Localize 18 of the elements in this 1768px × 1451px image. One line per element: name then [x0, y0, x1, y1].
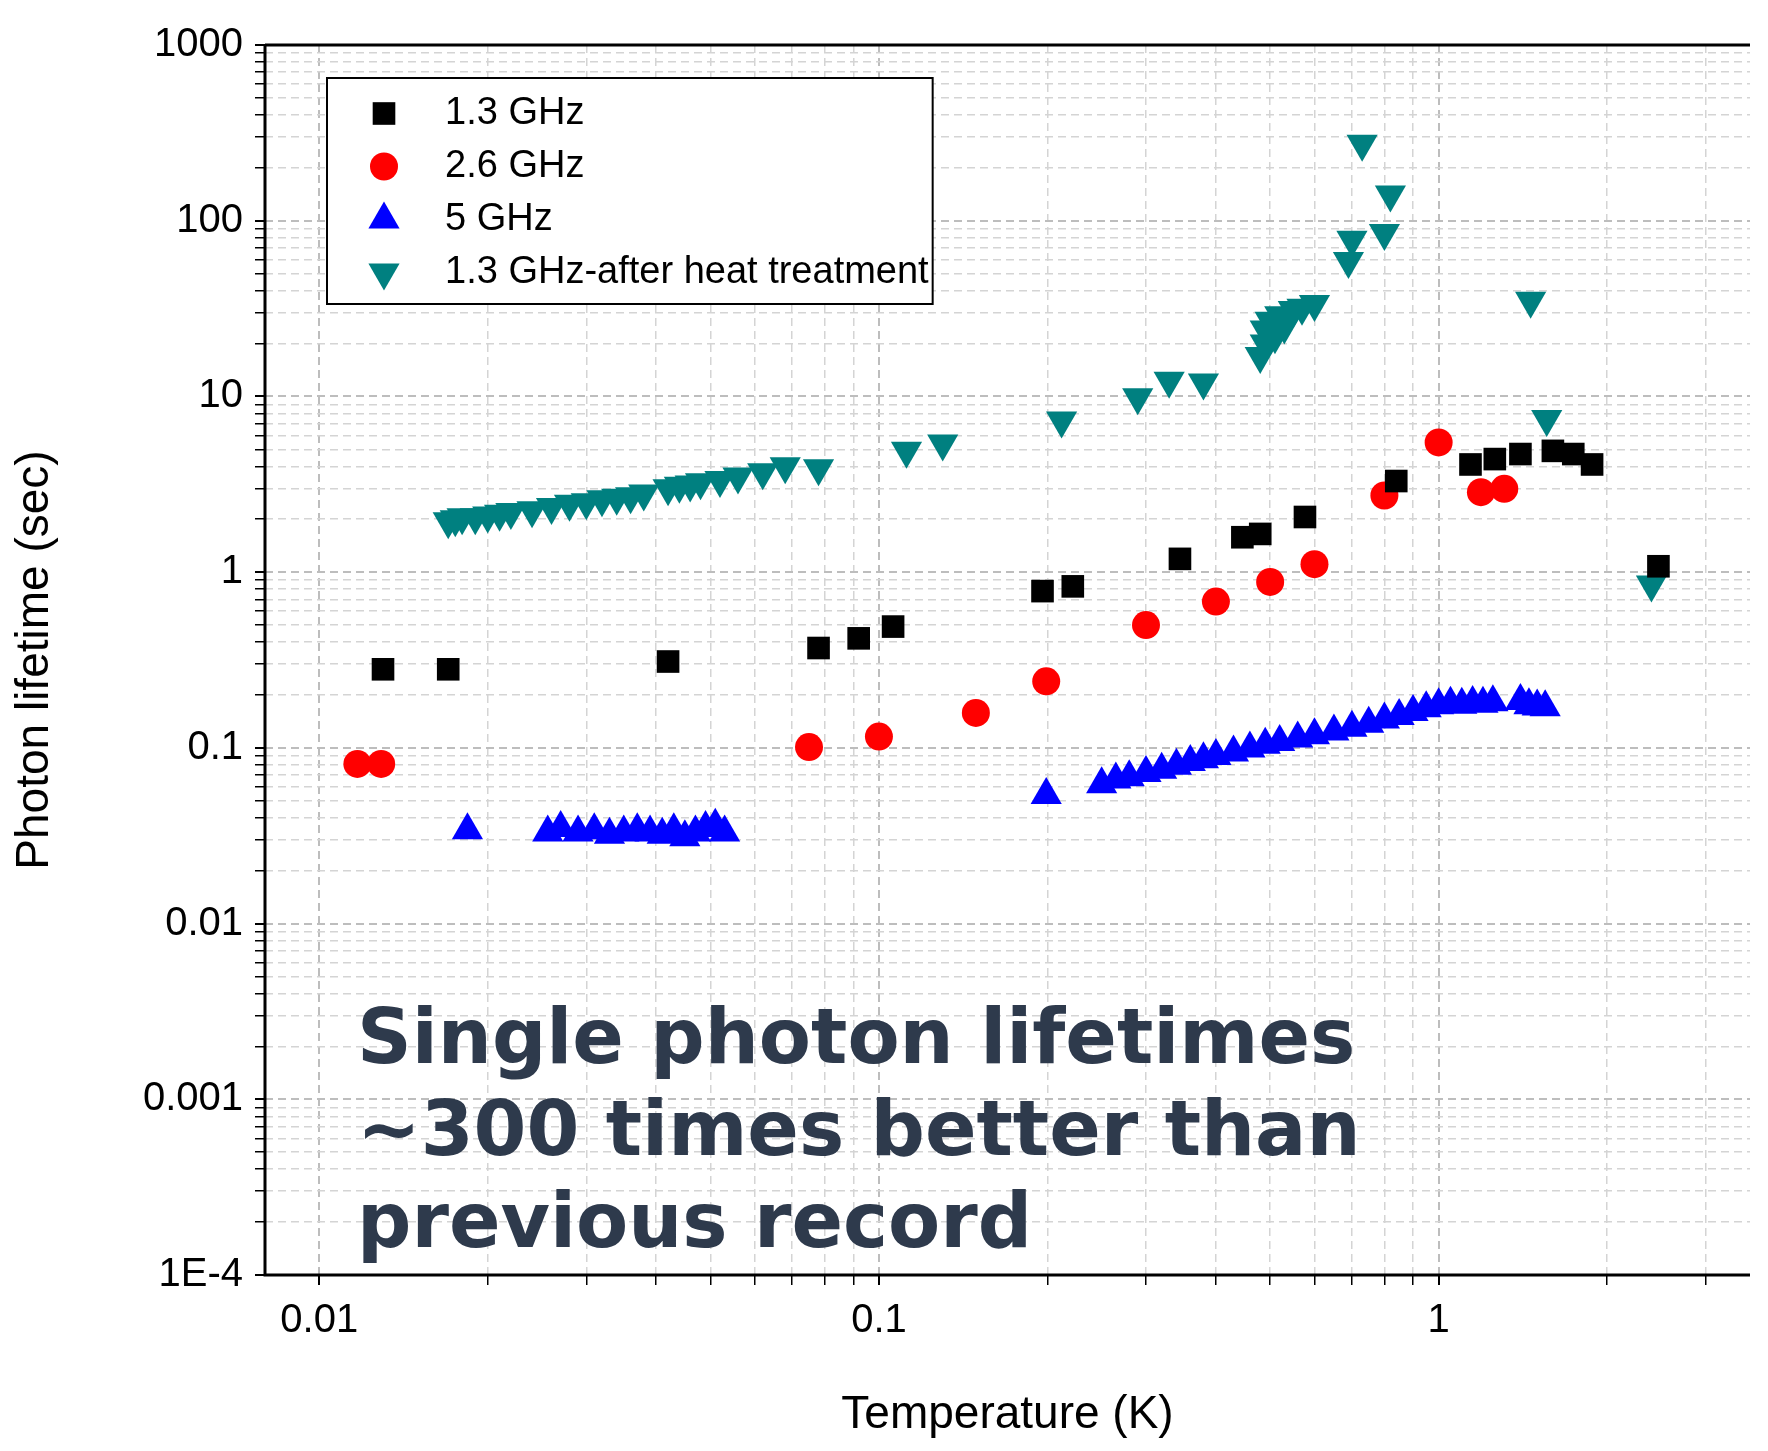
annotation: Single photon lifetimes ~300 times better than previous record — [357, 992, 1361, 1265]
y-tick-label: 0.1 — [187, 722, 243, 767]
legend-label: 2.6 GHz — [445, 142, 585, 185]
y-tick-label: 10 — [198, 371, 243, 416]
legend-label: 1.3 GHz-after heat treatment — [445, 248, 930, 291]
y-tick-label: 1E-4 — [158, 1250, 243, 1295]
y-tick-label: 100 — [176, 195, 243, 240]
x-axis-title: Temperature (K) — [841, 1386, 1174, 1439]
x-tick-label: 0.1 — [851, 1296, 907, 1341]
x-tick-label: 0.01 — [280, 1296, 359, 1341]
x-tick-label: 1 — [1427, 1296, 1450, 1341]
legend-label: 5 GHz — [445, 195, 553, 238]
y-tick-label: 0.001 — [142, 1074, 243, 1119]
y-tick-label: 0.01 — [165, 898, 243, 943]
y-axis-title: Photon lifetime (sec) — [6, 450, 59, 870]
y-tick-label: 1 — [220, 547, 243, 592]
legend-label: 1.3 GHz — [445, 89, 585, 132]
y-tick-label: 1000 — [154, 20, 243, 65]
